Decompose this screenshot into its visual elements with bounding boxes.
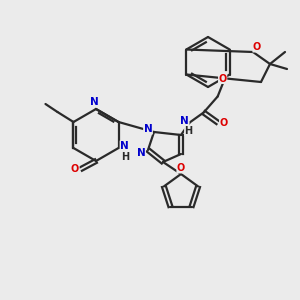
Text: O: O <box>253 42 261 52</box>
Text: N: N <box>144 124 152 134</box>
Text: O: O <box>220 118 228 128</box>
Text: H: H <box>122 152 130 162</box>
Text: N: N <box>120 141 129 151</box>
Text: N: N <box>136 148 146 158</box>
Text: H: H <box>184 125 193 136</box>
Text: O: O <box>71 164 79 174</box>
Text: O: O <box>177 163 185 173</box>
Text: N: N <box>180 116 189 127</box>
Text: O: O <box>218 74 227 83</box>
Text: N: N <box>90 97 98 107</box>
